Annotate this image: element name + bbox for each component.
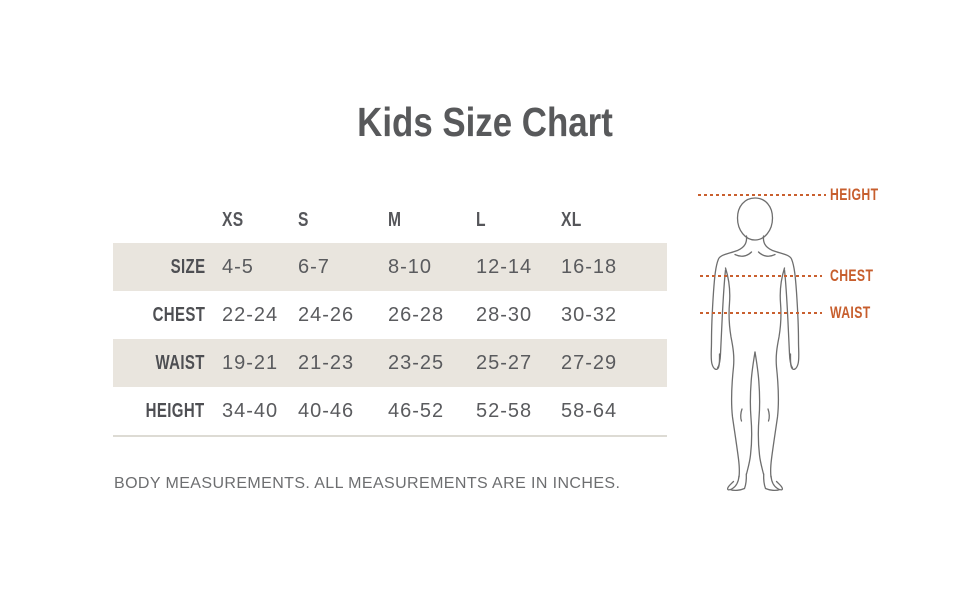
figure-clavicle-right bbox=[757, 251, 776, 257]
cell-value: 19-21 bbox=[222, 351, 279, 374]
table-cell: 21-23 bbox=[281, 352, 371, 375]
cell-value: 24-26 bbox=[298, 303, 355, 326]
cell-value: 23-25 bbox=[388, 351, 445, 374]
column-header-xl: XL bbox=[544, 209, 667, 232]
figure-left-side bbox=[724, 267, 740, 478]
cell-value: 46-52 bbox=[388, 399, 445, 422]
table-cell: 34-40 bbox=[205, 400, 281, 423]
cell-value: 58-64 bbox=[561, 399, 618, 422]
cell-value: 40-46 bbox=[298, 399, 355, 422]
figure-right-leg-inner bbox=[754, 351, 765, 475]
cell-value: 12-14 bbox=[476, 255, 533, 278]
page-title: Kids Size Chart bbox=[357, 99, 613, 145]
table-cell: 6-7 bbox=[281, 256, 371, 279]
figure-right-knee bbox=[767, 408, 770, 422]
measurement-note: BODY MEASUREMENTS. ALL MEASUREMENTS ARE … bbox=[114, 475, 621, 492]
table-cell: 16-18 bbox=[544, 256, 667, 279]
figure-left-foot bbox=[726, 473, 747, 492]
figure-left-leg-inner bbox=[745, 351, 756, 475]
table-cell: 46-52 bbox=[371, 400, 459, 423]
cell-value: 6-7 bbox=[298, 255, 330, 278]
figure-left-knee bbox=[740, 408, 743, 422]
row-label: HEIGHT bbox=[146, 399, 205, 422]
cell-value: 27-29 bbox=[561, 351, 618, 374]
height-label: HEIGHT bbox=[830, 185, 879, 204]
row-label-cell: CHEST bbox=[113, 304, 205, 327]
cell-value: 34-40 bbox=[222, 399, 279, 422]
table-row-waist: WAIST 19-21 21-23 23-25 25-27 27-29 bbox=[113, 339, 667, 387]
figure-right-foot bbox=[763, 473, 784, 492]
row-label: WAIST bbox=[155, 351, 205, 374]
table-cell: 24-26 bbox=[281, 304, 371, 327]
size-table: XS S M L XL SIZE 4-5 6-7 8-10 12-14 16-1… bbox=[113, 198, 667, 437]
table-cell: 52-58 bbox=[459, 400, 544, 423]
column-header-xs: XS bbox=[205, 209, 281, 232]
cell-value: 28-30 bbox=[476, 303, 533, 326]
column-header-s: S bbox=[281, 209, 371, 232]
table-cell: 58-64 bbox=[544, 400, 667, 423]
body-measurement-figure: HEIGHT CHEST WAIST bbox=[690, 184, 940, 514]
cell-value: 26-28 bbox=[388, 303, 445, 326]
chest-label: CHEST bbox=[830, 266, 874, 285]
table-row-height: HEIGHT 34-40 40-46 46-52 52-58 58-64 bbox=[113, 387, 667, 435]
height-measure-line bbox=[698, 194, 826, 196]
cell-value: 22-24 bbox=[222, 303, 279, 326]
column-header-label: XL bbox=[561, 209, 582, 231]
table-cell: 23-25 bbox=[371, 352, 459, 375]
table-cell: 4-5 bbox=[205, 256, 281, 279]
column-header-label: XS bbox=[222, 209, 244, 231]
row-label-cell: SIZE bbox=[113, 256, 205, 279]
figure-right-arm-inner bbox=[783, 269, 794, 369]
cell-value: 25-27 bbox=[476, 351, 533, 374]
table-cell: 8-10 bbox=[371, 256, 459, 279]
cell-value: 16-18 bbox=[561, 255, 618, 278]
table-cell: 30-32 bbox=[544, 304, 667, 327]
table-cell: 27-29 bbox=[544, 352, 667, 375]
cell-value: 52-58 bbox=[476, 399, 533, 422]
table-cell: 22-24 bbox=[205, 304, 281, 327]
figure-head bbox=[736, 197, 774, 241]
table-cell: 12-14 bbox=[459, 256, 544, 279]
cell-value: 4-5 bbox=[222, 255, 254, 278]
cell-value: 8-10 bbox=[388, 255, 433, 278]
figure-left-arm-inner bbox=[716, 269, 727, 369]
figure-right-side bbox=[770, 267, 786, 478]
table-cell: 25-27 bbox=[459, 352, 544, 375]
size-table-header-row: XS S M L XL bbox=[113, 198, 667, 243]
row-label: SIZE bbox=[170, 255, 205, 278]
column-header-label: L bbox=[476, 209, 486, 231]
table-bottom-rule bbox=[113, 435, 667, 437]
cell-value: 21-23 bbox=[298, 351, 355, 374]
row-label: CHEST bbox=[152, 303, 205, 326]
chest-measure-line bbox=[700, 275, 822, 277]
table-row-chest: CHEST 22-24 24-26 26-28 28-30 30-32 bbox=[113, 291, 667, 339]
table-cell: 28-30 bbox=[459, 304, 544, 327]
figure-clavicle-left bbox=[734, 251, 753, 257]
body-outline-illustration bbox=[710, 197, 800, 492]
row-label-cell: HEIGHT bbox=[113, 400, 205, 423]
table-cell: 19-21 bbox=[205, 352, 281, 375]
table-cell: 26-28 bbox=[371, 304, 459, 327]
column-header-l: L bbox=[459, 209, 544, 232]
table-cell: 40-46 bbox=[281, 400, 371, 423]
cell-value: 30-32 bbox=[561, 303, 618, 326]
waist-measure-line bbox=[700, 312, 822, 314]
column-header-label: S bbox=[298, 209, 309, 231]
row-label-cell: WAIST bbox=[113, 352, 205, 375]
column-header-m: M bbox=[371, 209, 459, 232]
column-header-label: M bbox=[388, 209, 402, 231]
waist-label: WAIST bbox=[830, 303, 871, 322]
table-row-size: SIZE 4-5 6-7 8-10 12-14 16-18 bbox=[113, 243, 667, 291]
